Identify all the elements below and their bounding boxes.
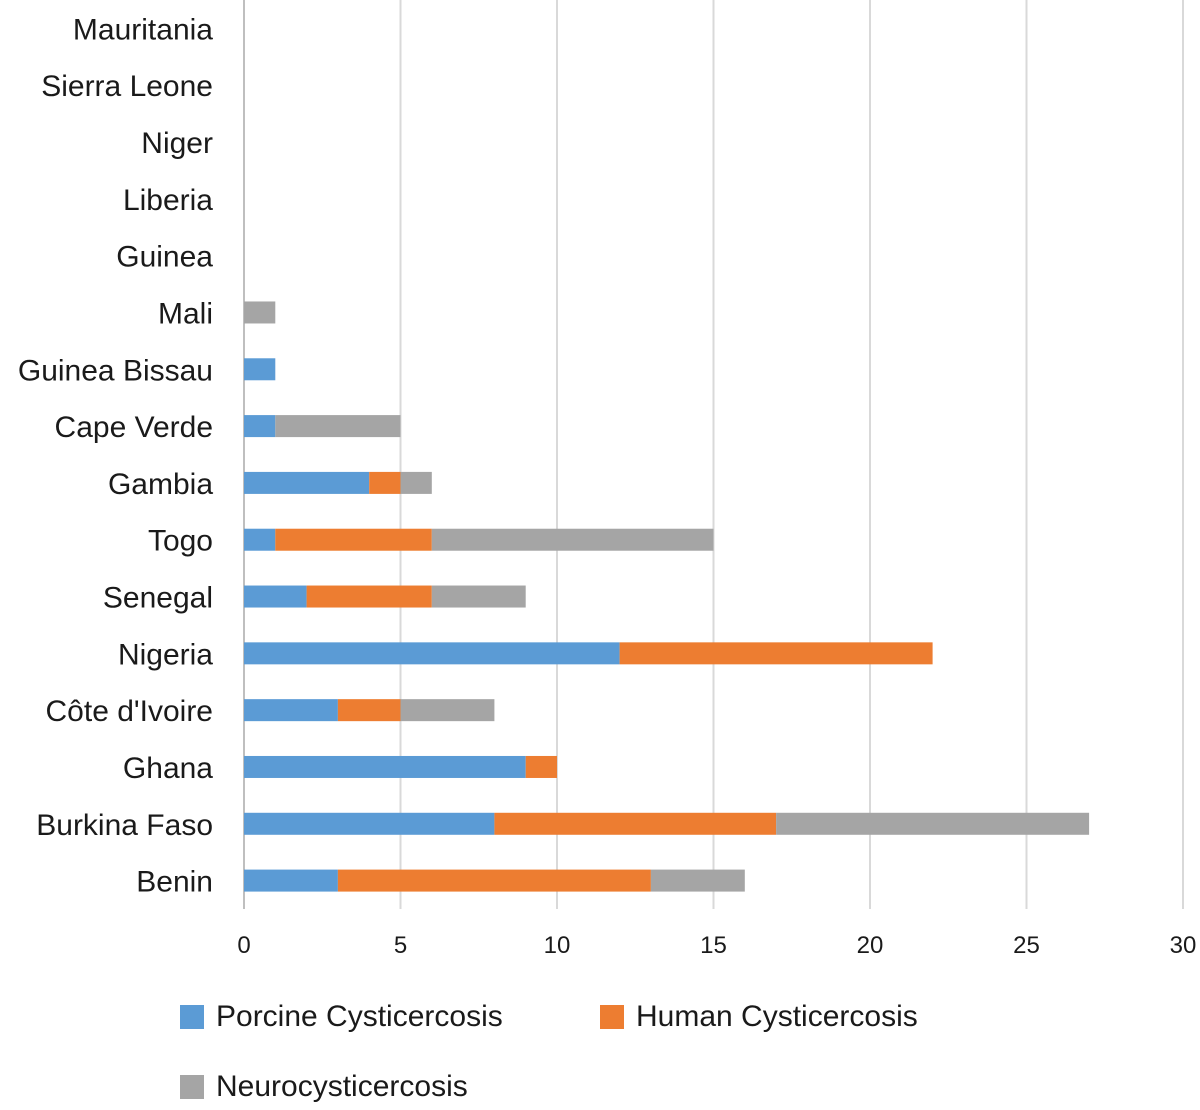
bars: [244, 301, 1090, 892]
bar-segment-neuro: [400, 699, 495, 722]
bar-segment-human: [369, 471, 401, 494]
category-label: Guinea: [116, 241, 213, 274]
category-label: Togo: [148, 525, 213, 558]
bar-segment-human: [275, 528, 432, 551]
x-tick-label: 5: [394, 932, 407, 959]
category-label: Côte d'Ivoire: [46, 695, 213, 728]
category-label: Cape Verde: [55, 411, 213, 444]
bar-segment-neuro: [431, 528, 714, 551]
bar-segment-human: [619, 642, 933, 665]
bar-segment-porcine: [244, 642, 620, 665]
bar-segment-porcine: [244, 471, 370, 494]
x-tick-label: 30: [1170, 932, 1197, 959]
x-tick-label: 10: [544, 932, 571, 959]
bar-segment-porcine: [244, 755, 526, 778]
bar-segment-porcine: [244, 869, 338, 892]
category-label: Sierra Leone: [41, 70, 213, 103]
category-label: Ghana: [123, 752, 213, 785]
category-labels: Mauritania Sierra Leone Niger Liberia Guinea…: [18, 13, 213, 898]
bar-segment-human: [494, 812, 777, 835]
category-label: Liberia: [123, 184, 213, 217]
category-label: Mauritania: [73, 13, 213, 46]
bar-segment-porcine: [244, 358, 276, 381]
category-label: Benin: [136, 866, 213, 899]
gridlines: [243, 0, 1184, 909]
bar-segment-neuro: [431, 585, 526, 608]
category-label: Gambia: [108, 468, 213, 501]
bar-segment-neuro: [275, 415, 401, 438]
bar-segment-porcine: [244, 585, 307, 608]
x-tick-labels: 0 5 10 15 20 25 30: [237, 932, 1196, 959]
category-label: Niger: [141, 127, 213, 160]
bar-segment-porcine: [244, 528, 276, 551]
bar-segment-neuro: [650, 869, 745, 892]
bar-segment-human: [525, 755, 557, 778]
category-label: Mali: [158, 297, 213, 330]
bar-segment-porcine: [244, 812, 495, 835]
bar-segment-neuro: [776, 812, 1090, 835]
category-label: Burkina Faso: [36, 809, 213, 842]
bar-segment-neuro: [244, 301, 276, 324]
bar-segment-neuro: [400, 471, 432, 494]
bar-segment-human: [337, 869, 651, 892]
category-label: Guinea Bissau: [18, 354, 213, 387]
bar-segment-human: [337, 699, 401, 722]
bar-segment-porcine: [244, 699, 338, 722]
category-label: Nigeria: [118, 638, 213, 671]
x-tick-label: 20: [857, 932, 884, 959]
category-label: Senegal: [103, 582, 213, 615]
x-tick-label: 15: [700, 932, 727, 959]
bar-segment-human: [306, 585, 432, 608]
x-tick-label: 25: [1013, 932, 1040, 959]
bar-segment-porcine: [244, 415, 276, 438]
x-tick-label: 0: [237, 932, 250, 959]
